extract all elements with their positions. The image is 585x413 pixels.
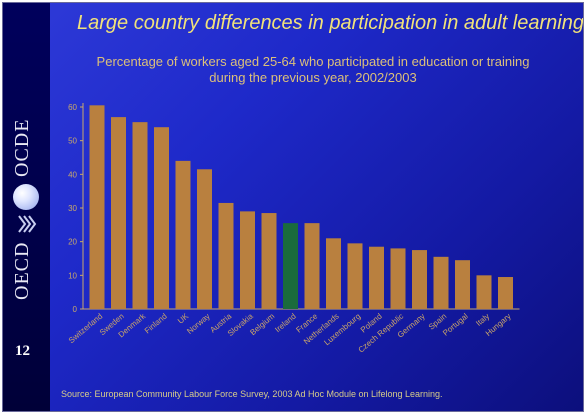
bar-czech-republic bbox=[390, 248, 406, 309]
y-tick-label: 20 bbox=[68, 238, 77, 247]
oecd-logo: OCDE OECD bbox=[11, 117, 41, 303]
page-number: 12 bbox=[15, 343, 30, 359]
x-category-label: Finland bbox=[143, 312, 169, 336]
bar-norway bbox=[197, 169, 212, 309]
bar-finland bbox=[154, 127, 169, 309]
bar-netherlands bbox=[326, 238, 341, 309]
x-category-label: UK bbox=[176, 311, 191, 325]
y-tick-label: 60 bbox=[68, 103, 77, 112]
sidebar: OCDE OECD 12 bbox=[3, 3, 50, 411]
x-category-label: Belgium bbox=[248, 311, 276, 337]
chart-subtitle: Percentage of workers aged 25-64 who par… bbox=[93, 54, 533, 86]
y-tick-label: 0 bbox=[73, 305, 78, 314]
bar-denmark bbox=[132, 122, 148, 310]
bar-france bbox=[304, 223, 320, 309]
bar-uk bbox=[175, 160, 191, 309]
wreath-icon bbox=[18, 215, 37, 233]
bar-austria bbox=[218, 202, 234, 309]
slide-title: Large country differences in participati… bbox=[77, 12, 584, 34]
x-category-label: Ireland bbox=[273, 312, 298, 335]
bar-luxembourg bbox=[347, 243, 363, 309]
y-tick-label: 10 bbox=[68, 271, 77, 280]
bar-spain bbox=[433, 256, 449, 309]
bar-portugal bbox=[455, 260, 470, 309]
subtitle-line-2: during the previous year, 2002/2003 bbox=[209, 70, 417, 85]
bar-poland bbox=[369, 246, 384, 309]
bar-belgium bbox=[261, 213, 277, 309]
bar-italy bbox=[476, 275, 492, 309]
source-note: Source: European Community Labour Force … bbox=[61, 389, 443, 399]
bar-slovakia bbox=[240, 211, 255, 309]
x-category-label: Italy bbox=[474, 312, 491, 328]
bar-ireland bbox=[283, 223, 298, 309]
bar-hungary bbox=[498, 277, 513, 309]
y-tick-label: 40 bbox=[68, 170, 77, 179]
bar-germany bbox=[412, 250, 427, 309]
bar-chart: 0102030405060SwitzerlandSwedenDenmarkFin… bbox=[67, 103, 520, 355]
y-tick-label: 50 bbox=[68, 137, 77, 146]
bar-switzerland bbox=[89, 105, 105, 309]
subtitle-line-1: Percentage of workers aged 25-64 who par… bbox=[96, 54, 530, 69]
x-category-label: Norway bbox=[185, 312, 212, 336]
globe-icon bbox=[13, 184, 39, 210]
bar-sweden bbox=[111, 117, 126, 309]
y-tick-label: 30 bbox=[68, 204, 77, 213]
